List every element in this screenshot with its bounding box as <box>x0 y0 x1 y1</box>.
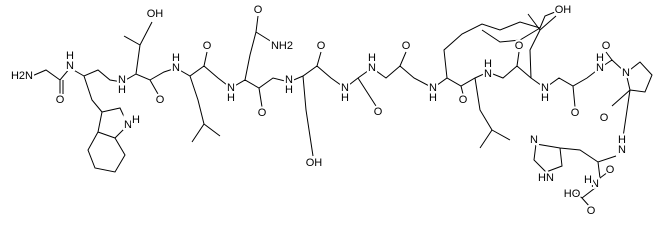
atom-label: N <box>368 62 376 74</box>
atom-label: H <box>172 52 180 64</box>
atom-label: N <box>124 119 132 131</box>
atom-label: H <box>368 52 376 64</box>
atom-label: N <box>596 62 604 74</box>
atom-label: H <box>541 92 549 104</box>
atom-label: O <box>402 40 411 52</box>
atom-label: HO <box>564 188 581 200</box>
structure: H2N N H O N H N H OH O N H O N H O NH2 O… <box>9 2 653 218</box>
atom-label: O <box>317 40 326 52</box>
atom-label: O <box>56 94 65 106</box>
atom-label: H <box>132 114 140 126</box>
atom-label: N <box>622 67 630 79</box>
atom-label: O <box>600 112 609 124</box>
atom-label: H2N <box>11 70 33 82</box>
atom-label: N <box>530 134 538 146</box>
atom-label: OH <box>147 8 164 20</box>
atom-label: H <box>66 50 74 62</box>
atom-label: HN <box>538 172 554 184</box>
atom-label: N <box>429 82 437 94</box>
atom-label: H <box>285 84 293 96</box>
atom-label: H <box>227 92 235 104</box>
atom-label: N <box>541 82 549 94</box>
atom-label: O <box>156 94 165 106</box>
atom-label: NH2 <box>271 40 293 52</box>
atom-label: N <box>341 82 349 94</box>
atom-labels: H2N N H O N H N H OH O N H O N H O NH2 O… <box>9 2 632 218</box>
atom-label: N <box>66 60 74 72</box>
atom-label: O <box>258 107 267 119</box>
atom-label: H <box>596 52 604 64</box>
atom-label: H <box>618 134 626 146</box>
atom-label: N <box>618 144 626 156</box>
atom-label: O <box>459 94 468 106</box>
atom-label: H <box>429 92 437 104</box>
atom-label: O <box>374 106 383 118</box>
atom-label: N <box>285 74 293 86</box>
atom-label: H <box>484 58 492 70</box>
atom-label: H <box>118 84 126 96</box>
bonds <box>31 11 653 208</box>
atom-label: N <box>591 178 599 190</box>
atom-label: O <box>606 164 615 176</box>
atom-label: H <box>341 92 349 104</box>
atom-label: N <box>118 74 126 86</box>
atom-label: N <box>484 68 492 80</box>
atom-label: O <box>602 40 611 52</box>
atom-label: O <box>203 40 212 52</box>
atom-label: O <box>254 4 263 16</box>
atom-label: OH <box>306 157 323 169</box>
atom-label: H <box>584 174 592 186</box>
atom-label: N <box>227 82 235 94</box>
atom-label: O <box>571 107 580 119</box>
atom-label: OH <box>555 4 572 16</box>
atom-label: N <box>172 62 180 74</box>
atom-label: O <box>587 205 596 217</box>
atom-label: O <box>515 40 524 52</box>
